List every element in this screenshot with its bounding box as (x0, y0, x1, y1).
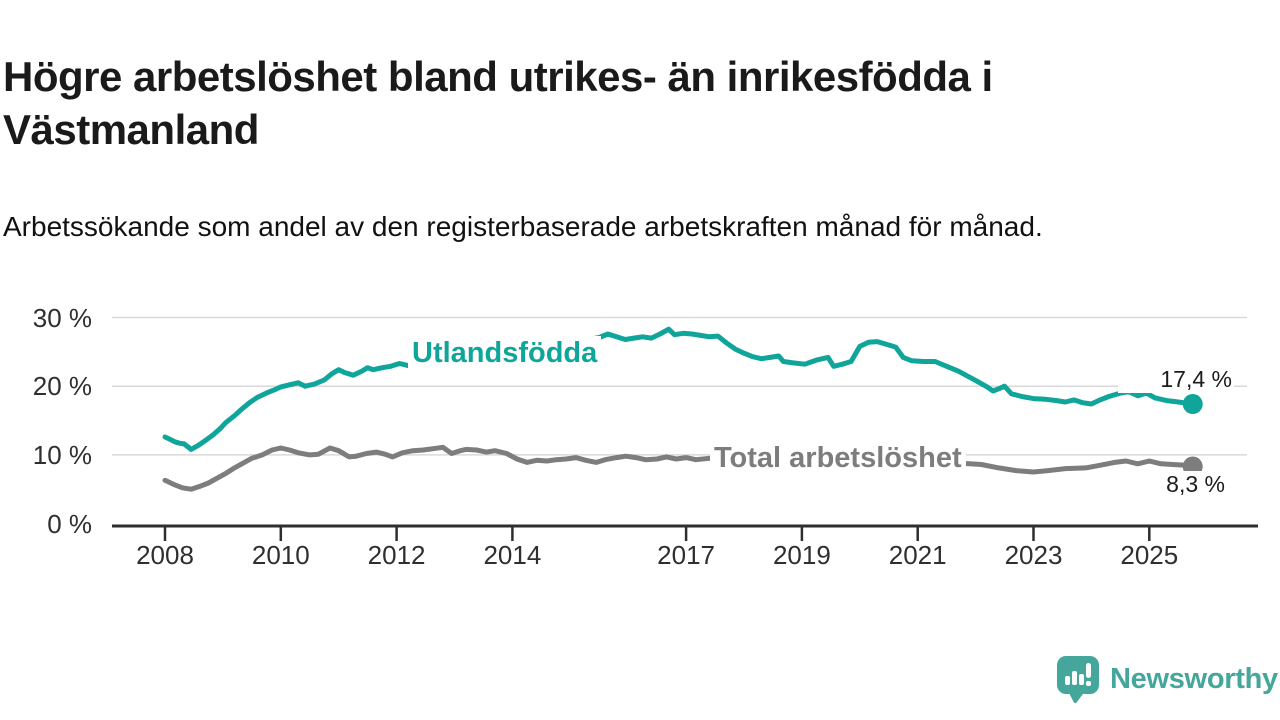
x-tick-label: 2010 (251, 540, 310, 570)
x-tick-label: 2012 (367, 540, 426, 570)
y-tick-label: 0 % (47, 508, 92, 539)
x-tick-label: 2023 (1004, 540, 1063, 570)
x-tick-label: 2014 (483, 540, 542, 570)
x-tick-label: 2021 (888, 540, 947, 570)
y-tick-label: 10 % (32, 439, 92, 470)
end-value-label-utlandsfodda: 17,4 % (1118, 366, 1234, 393)
logo-text: Newsworthy (1110, 662, 1278, 695)
x-tick-label: 2017 (657, 540, 716, 570)
series-end-dot (1182, 394, 1203, 415)
series-line-total-arbetsl-shet (162, 444, 1196, 492)
newsworthy-logo[interactable]: Newsworthy (1056, 655, 1278, 704)
page-title: Högre arbetslöshet bland utrikes- än inr… (3, 53, 993, 154)
page-subtitle: Arbetssökande som andel av den registerb… (3, 211, 1043, 242)
y-tick-label: 30 % (32, 302, 92, 333)
series-label-utlandsfodda: Utlandsfödda (408, 336, 602, 371)
x-tick-label: 2025 (1120, 540, 1179, 570)
end-value-label-total-arbetsloshet: 8,3 % (1118, 471, 1227, 498)
bar-chart-speech-bubble-icon (1056, 655, 1100, 704)
series-label-total-arbetsloshet: Total arbetslöshet (710, 441, 966, 476)
y-tick-label: 20 % (32, 371, 92, 402)
series-line-utlandsf-dda (162, 326, 1196, 452)
x-tick-label: 2008 (136, 540, 194, 570)
x-tick-label: 2019 (772, 540, 831, 570)
